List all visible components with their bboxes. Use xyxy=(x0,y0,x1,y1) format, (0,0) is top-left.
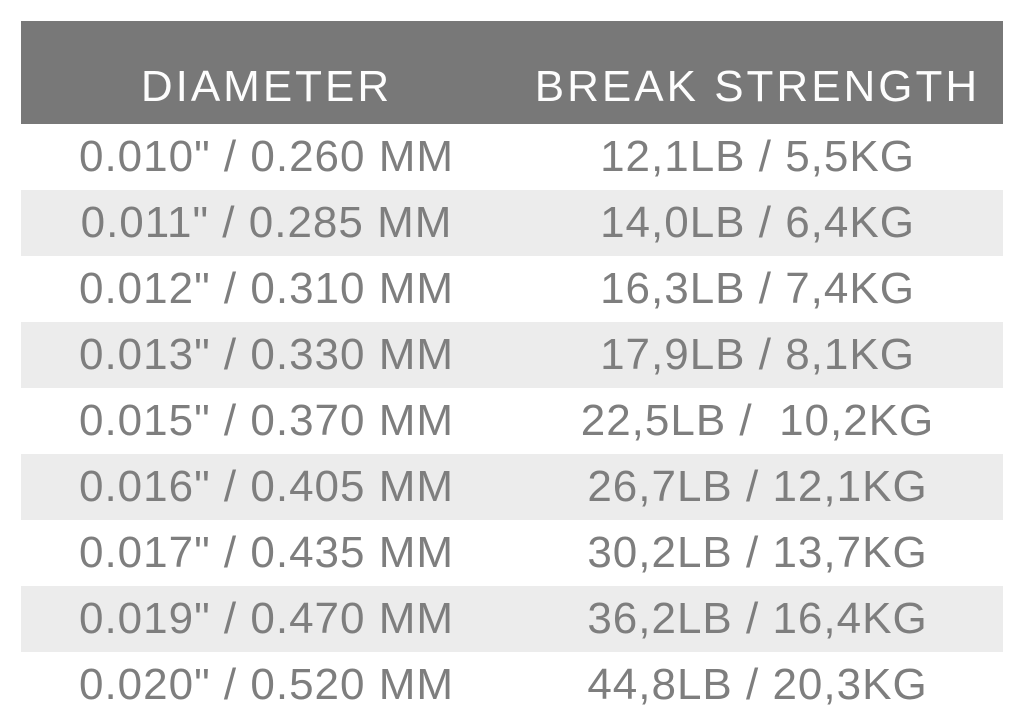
table-header-row: DIAMETER BREAK STRENGTH xyxy=(21,21,1003,124)
diameter-cell: 0.017" / 0.435 MM xyxy=(78,528,455,577)
break-strength-cell: 30,2LB / 13,7KG xyxy=(587,528,928,577)
column-header-break-strength: BREAK STRENGTH xyxy=(534,62,981,111)
break-strength-cell: 36,2LB / 16,4KG xyxy=(587,594,928,643)
diameter-cell: 0.020" / 0.520 MM xyxy=(78,660,455,709)
spec-table: DIAMETER BREAK STRENGTH 0.010" / 0.260 M… xyxy=(21,21,1003,718)
break-strength-cell: 16,3LB / 7,4KG xyxy=(600,264,915,313)
table-row: 0.013" / 0.330 MM 17,9LB / 8,1KG xyxy=(21,322,1003,388)
column-header-diameter: DIAMETER xyxy=(140,62,393,111)
table-row: 0.011" / 0.285 MM 14,0LB / 6,4KG xyxy=(21,190,1003,256)
table-row: 0.016" / 0.405 MM 26,7LB / 12,1KG xyxy=(21,454,1003,520)
break-strength-cell: 22,5LB / 10,2KG xyxy=(580,396,935,445)
table-row: 0.020" / 0.520 MM 44,8LB / 20,3KG xyxy=(21,652,1003,718)
table-row: 0.019" / 0.470 MM 36,2LB / 16,4KG xyxy=(21,586,1003,652)
table-row: 0.017" / 0.435 MM 30,2LB / 13,7KG xyxy=(21,520,1003,586)
diameter-cell: 0.013" / 0.330 MM xyxy=(78,330,455,379)
diameter-cell: 0.010" / 0.260 MM xyxy=(78,132,455,181)
break-strength-cell: 12,1LB / 5,5KG xyxy=(600,132,915,181)
diameter-cell: 0.011" / 0.285 MM xyxy=(80,198,453,247)
table-row: 0.012" / 0.310 MM 16,3LB / 7,4KG xyxy=(21,256,1003,322)
diameter-cell: 0.019" / 0.470 MM xyxy=(78,594,455,643)
diameter-cell: 0.012" / 0.310 MM xyxy=(78,264,455,313)
table-row: 0.010" / 0.260 MM 12,1LB / 5,5KG xyxy=(21,124,1003,190)
break-strength-cell: 14,0LB / 6,4KG xyxy=(600,198,915,247)
break-strength-cell: 17,9LB / 8,1KG xyxy=(600,330,915,379)
diameter-cell: 0.016" / 0.405 MM xyxy=(78,462,455,511)
table-row: 0.015" / 0.370 MM 22,5LB / 10,2KG xyxy=(21,388,1003,454)
break-strength-cell: 26,7LB / 12,1KG xyxy=(587,462,928,511)
break-strength-cell: 44,8LB / 20,3KG xyxy=(587,660,928,709)
diameter-cell: 0.015" / 0.370 MM xyxy=(78,396,455,445)
